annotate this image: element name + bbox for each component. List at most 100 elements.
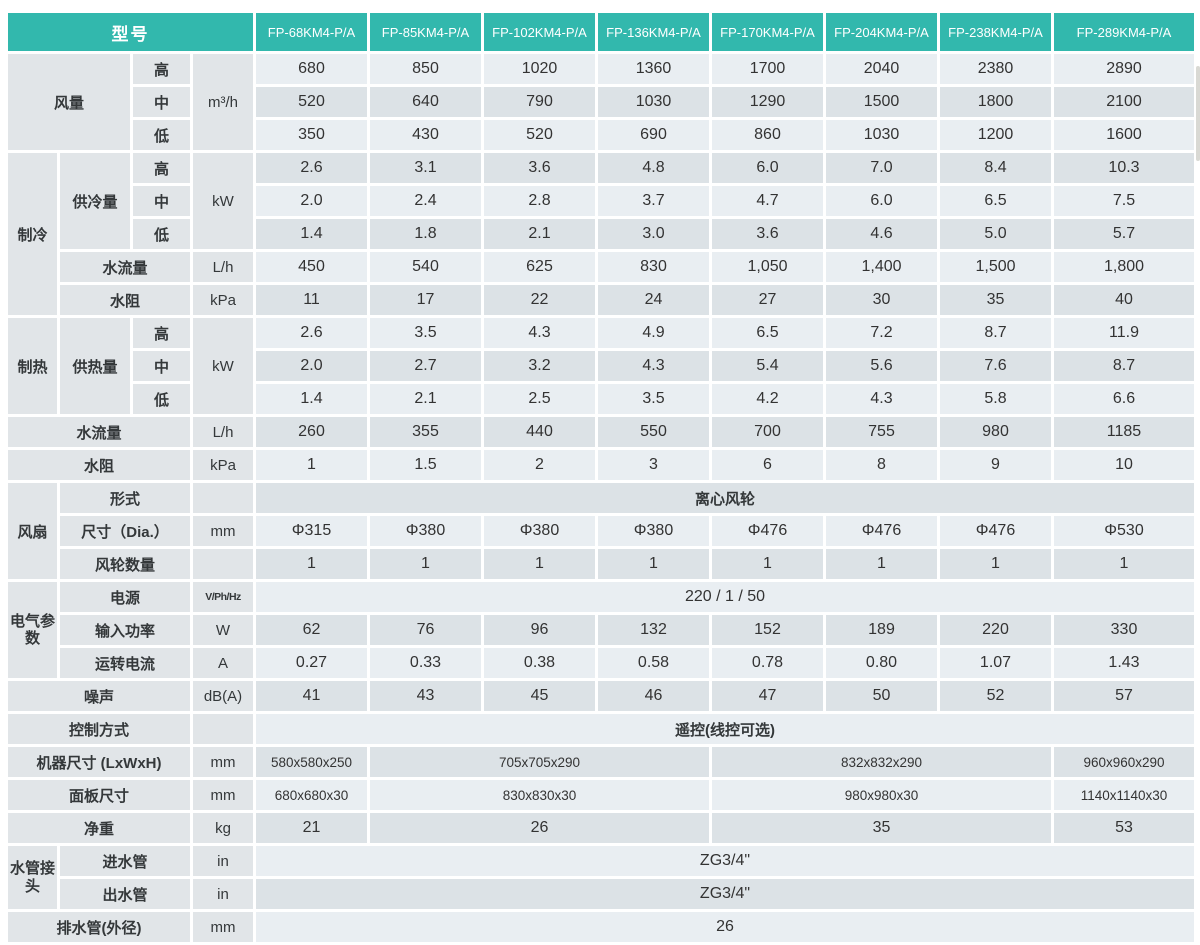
data-cell: 5.8 (937, 381, 1054, 417)
row-label-drain-pipe: 排水管(外径) (5, 909, 193, 945)
level-label-high: 高 (130, 315, 193, 351)
data-cell: 3.2 (481, 348, 598, 384)
data-cell: 450 (253, 249, 370, 285)
scrollbar-thumb[interactable] (1196, 66, 1200, 161)
data-cell: 9 (937, 447, 1054, 483)
data-cell: 6.0 (823, 183, 940, 219)
model-column-header: FP-204KM4-P/A (823, 10, 940, 54)
data-cell: 5.6 (823, 348, 940, 384)
group-label-heating: 制热 (5, 315, 60, 417)
table-row: 水阻 kPa 11 17 22 24 27 30 35 40 (7, 282, 1197, 318)
data-cell: Φ380 (367, 513, 484, 549)
unit-cell: kW (190, 315, 256, 417)
table-row: 尺寸（Dia.） mm Φ315 Φ380 Φ380 Φ380 Φ476 Φ47… (7, 513, 1197, 549)
table-row: 控制方式 遥控(线控可选) (5, 711, 1197, 747)
data-cell: 1 (709, 546, 826, 582)
data-cell: 1 (367, 546, 484, 582)
data-cell: 4.7 (709, 183, 826, 219)
data-cell: 2040 (823, 51, 940, 87)
data-cell: 35 (709, 810, 1054, 846)
row-label-net-weight: 净重 (5, 810, 193, 846)
group-label-pipe-connections: 水管接头 (5, 843, 60, 912)
data-cell: 8 (823, 447, 940, 483)
table-row: 风扇 形式 离心风轮 (5, 480, 1197, 582)
unit-cell: A (190, 645, 256, 681)
data-cell: 1,050 (709, 249, 826, 285)
data-cell: 2890 (1051, 51, 1197, 87)
data-cell: 1 (595, 546, 712, 582)
table-row: 面板尺寸 mm 680x680x30 830x830x30 980x980x30… (5, 777, 1197, 813)
data-cell: 2 (481, 447, 598, 483)
data-cell: 850 (367, 51, 484, 87)
group-label-cooling: 制冷 (5, 150, 60, 318)
data-cell: 5.0 (937, 216, 1054, 252)
model-column-header: FP-170KM4-P/A (709, 10, 826, 54)
table-row: 出水管 in ZG3/4" (7, 876, 1197, 912)
data-cell: 0.58 (595, 645, 712, 681)
data-cell: 4.3 (595, 348, 712, 384)
data-cell: 580x580x250 (253, 744, 370, 780)
data-cell: 1.5 (367, 447, 484, 483)
group-label-electrical: 电气参数 (5, 579, 60, 681)
data-cell: 2.0 (253, 183, 370, 219)
data-cell: 10 (1051, 447, 1197, 483)
data-cell: 11 (253, 282, 370, 318)
data-cell: 4.2 (709, 381, 826, 417)
data-cell: 520 (253, 84, 370, 120)
unit-cell (190, 711, 256, 747)
row-label-heating-capacity: 供热量 (57, 315, 133, 417)
unit-cell: L/h (190, 249, 256, 285)
table-row: 制冷 供冷量 高 kW 2.6 3.1 3.6 4.8 6.0 7.0 8.4 … (5, 150, 1197, 318)
header-row: 型号 FP-68KM4-P/A FP-85KM4-P/A FP-102KM4-P… (5, 10, 1197, 54)
row-label-running-current: 运转电流 (57, 645, 193, 681)
data-cell: 1185 (1051, 414, 1197, 450)
data-cell: 6.6 (1051, 381, 1197, 417)
data-cell: 1 (937, 546, 1054, 582)
data-cell: 1 (253, 546, 370, 582)
data-cell: 540 (367, 249, 484, 285)
data-cell: 11.9 (1051, 315, 1197, 351)
group-label-airflow: 风量 (5, 51, 133, 153)
data-cell: 6.5 (937, 183, 1054, 219)
data-cell: Φ315 (253, 513, 370, 549)
data-cell: 1,400 (823, 249, 940, 285)
data-cell: 40 (1051, 282, 1197, 318)
data-cell: 1 (1051, 546, 1197, 582)
data-cell: 0.78 (709, 645, 826, 681)
data-cell: 41 (253, 678, 370, 714)
unit-cell: dB(A) (190, 678, 256, 714)
row-label-fan-diameter: 尺寸（Dia.） (57, 513, 193, 549)
data-cell: 132 (595, 612, 712, 648)
data-cell: 680 (253, 51, 370, 87)
data-cell: Φ476 (823, 513, 940, 549)
model-column-header: FP-85KM4-P/A (367, 10, 484, 54)
row-label-noise: 噪声 (5, 678, 193, 714)
data-cell: 8.4 (937, 150, 1054, 186)
data-cell: 790 (481, 84, 598, 120)
data-cell: 980x980x30 (709, 777, 1054, 813)
data-cell: 0.33 (367, 645, 484, 681)
level-label-mid: 中 (130, 84, 193, 120)
data-cell: 4.6 (823, 216, 940, 252)
data-cell: 21 (253, 810, 370, 846)
data-cell: 30 (823, 282, 940, 318)
level-label-mid: 中 (130, 183, 193, 219)
data-cell: 1,500 (937, 249, 1054, 285)
unit-cell (190, 546, 256, 582)
data-cell: 1.4 (253, 381, 370, 417)
data-cell: 680x680x30 (253, 777, 370, 813)
data-cell: 2.5 (481, 381, 598, 417)
data-cell: 3.0 (595, 216, 712, 252)
unit-cell: L/h (190, 414, 256, 450)
data-cell: 2.8 (481, 183, 598, 219)
row-label-cooling-water-flow: 水流量 (57, 249, 193, 285)
data-cell: 1030 (595, 84, 712, 120)
model-header-label: 型号 (5, 10, 256, 54)
table-row: 制热 供热量 高 kW 2.6 3.5 4.3 4.9 6.5 7.2 8.7 … (5, 315, 1197, 417)
data-cell: 980 (937, 414, 1054, 450)
data-cell: Φ476 (937, 513, 1054, 549)
data-cell: 430 (367, 117, 484, 153)
data-cell: 755 (823, 414, 940, 450)
data-cell: 550 (595, 414, 712, 450)
table-row: 水阻 kPa 1 1.5 2 3 6 8 9 10 (5, 447, 1197, 483)
